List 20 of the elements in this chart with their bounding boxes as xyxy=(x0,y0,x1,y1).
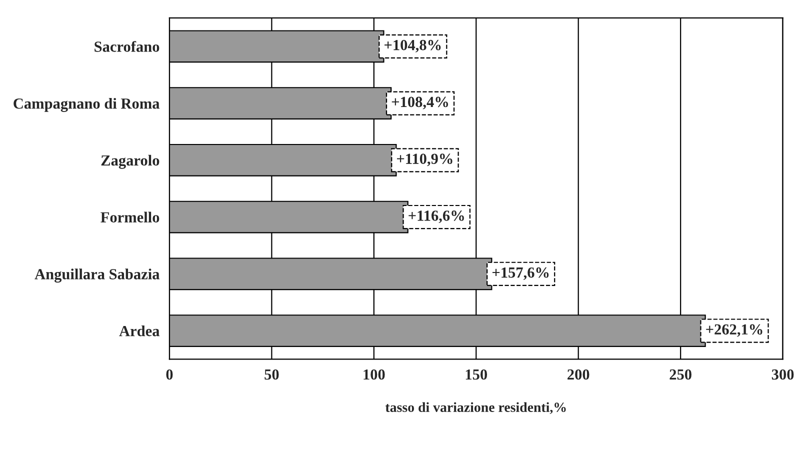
x-tick-label: 0 xyxy=(166,369,173,380)
y-tick-label: Ardea xyxy=(119,325,160,336)
data-label: +157,6% xyxy=(492,267,549,280)
x-tick-label: 100 xyxy=(364,369,385,380)
x-tick-label: 200 xyxy=(568,369,590,380)
data-label: +104,8% xyxy=(384,40,441,52)
x-tick-label: 300 xyxy=(772,369,794,380)
y-tick-label: Formello xyxy=(100,212,160,222)
x-tick-label: 250 xyxy=(670,369,692,380)
data-label: +116,6% xyxy=(408,210,464,224)
data-label: +262,1% xyxy=(706,324,762,337)
data-label: +108,4% xyxy=(392,96,448,110)
x-axis-title: tasso di variazione residenti,% xyxy=(385,402,566,414)
x-tick-label: 150 xyxy=(466,369,488,380)
x-tick-label: 50 xyxy=(264,369,279,380)
y-tick-label: Sacrofano xyxy=(94,40,160,52)
y-tick-label: Anguillara Sabazia xyxy=(34,268,160,283)
y-tick-label: Zagarolo xyxy=(101,154,160,169)
y-tick-label: Campagnano di Roma xyxy=(14,98,160,112)
data-label: +110,9% xyxy=(397,154,452,166)
